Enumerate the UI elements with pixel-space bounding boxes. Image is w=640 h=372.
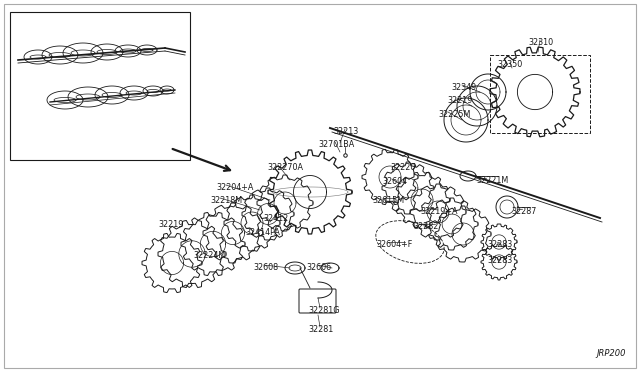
Text: 32282: 32282 [413,222,438,231]
Text: 32412: 32412 [263,214,288,223]
FancyBboxPatch shape [299,289,336,313]
Text: 32604: 32604 [382,177,407,186]
Text: 32225M: 32225M [438,110,470,119]
Text: 32219: 32219 [447,96,472,105]
Text: 32608: 32608 [253,263,278,272]
Text: 32218M: 32218M [210,196,242,205]
Text: 322270A: 322270A [267,163,303,172]
FancyBboxPatch shape [4,4,636,368]
Text: 32615M: 32615M [372,196,404,205]
Text: 32221M: 32221M [476,176,508,185]
Text: 32204+A: 32204+A [216,183,253,192]
Text: 32281: 32281 [308,325,333,334]
Text: JRP200: JRP200 [596,349,626,358]
Text: 32701BA: 32701BA [318,140,355,149]
Text: 32219+A: 32219+A [420,207,458,216]
Text: 32606: 32606 [306,263,331,272]
Text: 32350: 32350 [497,60,522,69]
Text: 32283: 32283 [487,256,512,265]
Text: 32283: 32283 [487,240,512,249]
Text: 32224M: 32224M [193,251,225,260]
Text: 32213: 32213 [333,127,358,136]
Text: 32219: 32219 [158,220,184,229]
FancyBboxPatch shape [10,12,190,160]
Text: 32310: 32310 [528,38,553,47]
Text: 32220: 32220 [390,163,415,172]
Text: 32349: 32349 [451,83,476,92]
Text: 32287: 32287 [511,207,536,216]
Text: 32281G: 32281G [308,306,339,315]
Text: 32414PA: 32414PA [245,228,280,237]
Text: 32604+F: 32604+F [376,240,412,249]
